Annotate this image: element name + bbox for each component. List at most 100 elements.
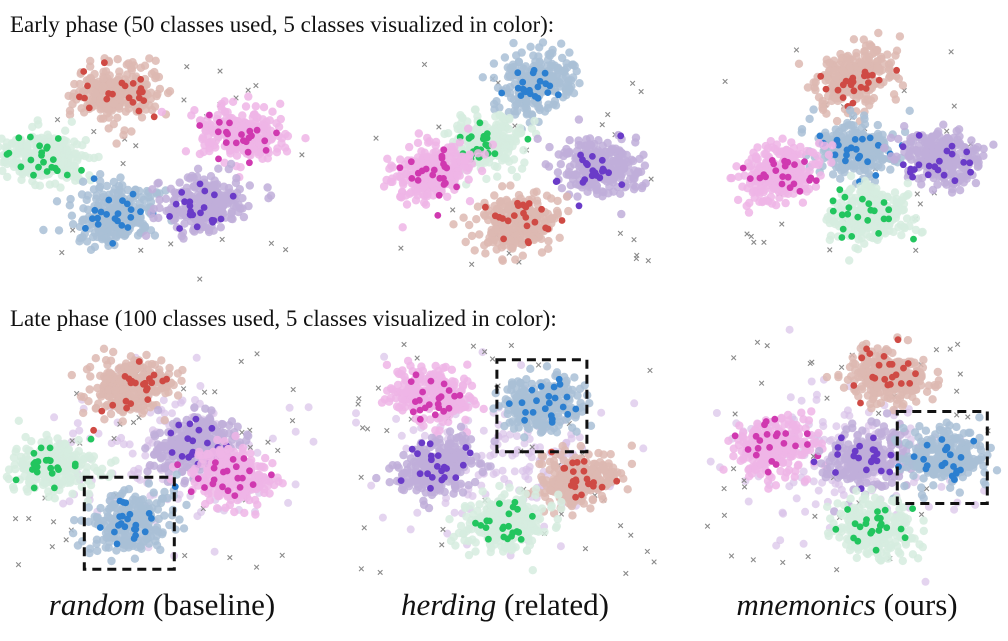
exemplar-point-purple xyxy=(209,218,217,226)
exemplar-point-green xyxy=(40,158,47,166)
exemplar-point-green xyxy=(838,234,846,241)
other-class-point xyxy=(309,437,318,446)
exemplar-cross-marker xyxy=(54,117,61,123)
class-point-red xyxy=(831,94,840,103)
exemplar-point-blue xyxy=(852,145,860,153)
exemplar-point-red xyxy=(98,407,106,415)
class-point-purple xyxy=(640,161,650,170)
other-class-point xyxy=(159,396,168,405)
exemplar-point-pink xyxy=(226,119,233,127)
class-point-green xyxy=(902,214,912,223)
class-point-purple xyxy=(245,181,254,190)
exemplar-point-green xyxy=(35,163,42,171)
class-point-blue xyxy=(873,120,882,130)
class-point-blue xyxy=(102,181,112,191)
class-point-blue xyxy=(560,66,569,75)
exemplar-point-purple xyxy=(201,187,209,195)
class-point-pink xyxy=(413,138,423,148)
class-point-red xyxy=(119,130,128,140)
exemplar-cross-marker xyxy=(279,552,285,558)
exemplar-point-pink xyxy=(434,212,442,219)
class-point-purple xyxy=(635,154,644,164)
class-point-red xyxy=(544,244,553,253)
class-point-green xyxy=(496,112,505,121)
exemplar-point-green xyxy=(864,217,872,224)
exemplar-cross-marker xyxy=(605,111,611,118)
class-point-red xyxy=(514,190,524,200)
other-class-point xyxy=(284,498,293,507)
class-point-red xyxy=(553,196,562,206)
class-point-blue xyxy=(80,215,89,224)
exemplar-point-blue xyxy=(529,69,537,77)
class-point-pink xyxy=(414,129,423,138)
class-point-green xyxy=(911,225,921,235)
class-point-pink xyxy=(769,184,778,193)
exemplar-point-red xyxy=(510,212,518,220)
class-point-red xyxy=(138,409,147,418)
exemplar-point-blue xyxy=(816,132,824,140)
exemplar-cross-marker xyxy=(138,247,144,253)
class-point-purple xyxy=(574,136,583,145)
exemplar-point-pink xyxy=(429,171,437,179)
class-point-red xyxy=(82,365,92,374)
exemplar-point-red xyxy=(839,94,847,101)
exemplar-point-red xyxy=(542,224,549,232)
class-point-purple xyxy=(921,150,930,159)
class-point-red xyxy=(868,49,877,59)
exemplar-point-green xyxy=(476,119,484,127)
exemplar-point-red xyxy=(538,205,545,213)
exemplar-point-purple xyxy=(963,148,971,156)
class-point-green xyxy=(497,122,506,131)
exemplar-point-purple xyxy=(166,213,174,220)
class-point-purple xyxy=(955,186,965,195)
class-point-green xyxy=(853,245,863,254)
exemplar-cross-marker xyxy=(275,447,281,454)
class-point-red xyxy=(113,55,122,64)
class-point-pink xyxy=(423,190,432,199)
exemplar-point-blue xyxy=(498,89,506,97)
class-point-purple xyxy=(226,159,236,169)
class-point-purple xyxy=(887,152,896,161)
exemplar-point-red xyxy=(500,235,507,243)
class-point-pink xyxy=(253,113,262,122)
class-point-red xyxy=(502,195,511,205)
class-point-green xyxy=(94,152,103,162)
exemplar-cross-marker xyxy=(15,562,22,568)
other-class-point xyxy=(171,400,180,409)
class-point-purple xyxy=(954,125,964,134)
class-point-pink xyxy=(254,150,263,159)
class-point-red xyxy=(86,372,95,381)
exemplar-point-pink xyxy=(222,139,230,147)
class-point-green xyxy=(473,112,482,121)
exemplar-point-pink xyxy=(414,177,422,184)
exemplar-point-pink xyxy=(215,155,222,163)
class-point-red xyxy=(508,244,517,253)
class-point-green xyxy=(899,192,908,201)
class-point-purple xyxy=(224,183,234,193)
exemplar-point-red xyxy=(148,379,156,387)
class-point-purple xyxy=(207,406,216,415)
class-point-purple xyxy=(947,188,957,197)
class-point-purple xyxy=(973,162,982,171)
class-point-red xyxy=(103,375,112,384)
class-point-pink xyxy=(181,147,191,156)
class-point-blue xyxy=(575,79,584,88)
class-point-pink xyxy=(301,134,310,143)
class-point-red xyxy=(74,87,84,97)
exemplar-point-red xyxy=(76,93,83,101)
class-point-red xyxy=(105,71,114,80)
exemplar-point-red xyxy=(125,94,133,102)
class-point-purple xyxy=(175,178,184,187)
class-point-red xyxy=(470,246,479,255)
exemplar-point-red xyxy=(847,81,855,89)
class-point-blue xyxy=(90,242,100,252)
class-point-blue xyxy=(878,154,887,163)
exemplar-point-green xyxy=(17,163,25,171)
class-point-red xyxy=(529,188,539,197)
class-point-pink xyxy=(206,137,216,147)
class-point-green xyxy=(517,164,527,173)
exemplar-point-green xyxy=(524,135,532,143)
class-point-blue xyxy=(536,59,546,69)
class-point-blue xyxy=(88,232,98,242)
class-point-purple xyxy=(155,195,164,205)
